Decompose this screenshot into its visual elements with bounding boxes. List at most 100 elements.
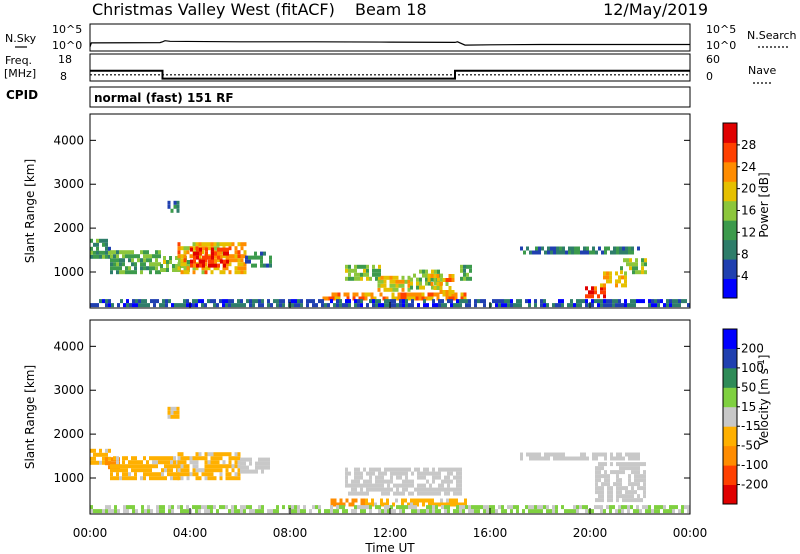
heatmap-cell <box>629 258 632 263</box>
heatmap-cell <box>410 502 413 507</box>
heatmap-cell <box>477 505 480 510</box>
heatmap-cell <box>416 277 419 282</box>
heatmap-cell <box>363 467 366 472</box>
heatmap-cell <box>198 509 201 514</box>
heatmap-cell <box>657 299 660 304</box>
heatmap-cell <box>375 268 378 273</box>
heatmap-cell <box>498 505 501 510</box>
heatmap-cell <box>160 264 163 268</box>
heatmap-cell <box>195 509 198 514</box>
heatmap-cell <box>535 452 538 457</box>
y-tick-label: 2000 <box>53 427 84 441</box>
heatmap-cell <box>167 456 170 461</box>
heatmap-cell <box>158 472 161 477</box>
heatmap-cell <box>167 464 170 469</box>
heatmap-cell <box>170 406 174 411</box>
heatmap-cell <box>243 509 246 514</box>
heatmap-cell <box>219 472 223 477</box>
heatmap-cell <box>345 467 348 472</box>
heatmap-cell <box>619 482 622 487</box>
heatmap-cell <box>162 303 165 308</box>
heatmap-cell <box>612 505 615 510</box>
heatmap-cell <box>294 299 297 304</box>
heatmap-cell <box>644 258 647 263</box>
heatmap-cell <box>440 273 443 278</box>
heatmap-cell <box>436 274 440 278</box>
heatmap-cell <box>657 509 660 514</box>
heatmap-cell <box>390 299 393 304</box>
heatmap-cell <box>158 250 161 255</box>
heatmap-cell <box>405 483 408 488</box>
heatmap-cell <box>423 303 426 308</box>
freq-panel: Freq. [MHz] CPID 18 8 60 0 Nave <box>4 53 776 102</box>
heatmap-cell <box>448 286 452 290</box>
heatmap-cell <box>134 476 137 481</box>
heatmap-cell <box>372 487 375 492</box>
heatmap-cell <box>243 465 246 470</box>
heatmap-cell <box>240 266 244 271</box>
heatmap-cell <box>541 246 544 251</box>
heatmap-cell <box>141 509 144 514</box>
heatmap-cell <box>645 509 648 514</box>
heatmap-cell <box>453 509 456 514</box>
heatmap-cell <box>625 498 628 503</box>
heatmap-cell <box>134 460 137 465</box>
heatmap-cell <box>372 264 375 269</box>
heatmap-cell <box>228 452 232 457</box>
heatmap-cell <box>597 299 600 304</box>
heatmap-cell <box>603 286 606 291</box>
heatmap-cell <box>207 472 211 477</box>
heatmap-cell <box>601 490 604 495</box>
heatmap-cell <box>498 303 501 308</box>
heatmap-cell <box>453 491 456 496</box>
heatmap-cell <box>201 270 205 275</box>
heatmap-cell <box>636 299 639 304</box>
heatmap-cell <box>463 276 466 281</box>
heatmap-cell <box>351 509 354 514</box>
heatmap-cell <box>135 299 138 304</box>
heatmap-cell <box>167 200 171 205</box>
heatmap-cell <box>248 259 251 264</box>
heatmap-cell <box>522 509 525 514</box>
heatmap-cell <box>534 509 537 514</box>
heatmap-cell <box>108 254 111 259</box>
heatmap-cell <box>422 498 425 503</box>
heatmap-cell <box>210 505 213 510</box>
heatmap-cell <box>510 299 513 304</box>
heatmap-cell <box>291 299 294 304</box>
heatmap-cell <box>213 468 217 473</box>
heatmap-cell <box>571 246 574 251</box>
heatmap-cell <box>164 476 167 481</box>
heatmap-cell <box>535 250 538 255</box>
heatmap-cell <box>631 452 634 457</box>
heatmap-cell <box>276 303 279 308</box>
heatmap-cell <box>643 474 646 479</box>
heatmap-cell <box>431 269 434 274</box>
heatmap-cell <box>269 259 272 264</box>
heatmap-cell <box>351 487 354 492</box>
heatmap-cell <box>312 505 315 510</box>
heatmap-cell <box>620 270 623 275</box>
heatmap-cell <box>309 299 312 304</box>
heatmap-cell <box>345 483 348 488</box>
heatmap-cell <box>423 483 426 488</box>
heatmap-cell <box>466 272 469 277</box>
heatmap-cell <box>616 456 619 461</box>
heatmap-cell <box>132 303 135 308</box>
heatmap-cell <box>378 509 381 514</box>
heatmap-cell <box>288 299 291 304</box>
heatmap-cell <box>637 482 640 487</box>
noise-panel: N.Sky 10^5 10^0 10^5 10^0 N.Search <box>5 23 797 52</box>
heatmap-cell <box>173 410 177 415</box>
heatmap-cell <box>606 505 609 510</box>
heatmap-cell <box>520 452 523 457</box>
heatmap-cell <box>369 299 372 304</box>
heatmap-cell <box>372 303 375 308</box>
heatmap-cell <box>459 505 462 510</box>
heatmap-cell <box>225 464 229 469</box>
heatmap-cell <box>354 276 357 281</box>
heatmap-cell <box>225 303 228 308</box>
heatmap-cell <box>333 303 336 308</box>
heatmap-cell <box>369 471 372 476</box>
heatmap-cell <box>422 285 425 290</box>
